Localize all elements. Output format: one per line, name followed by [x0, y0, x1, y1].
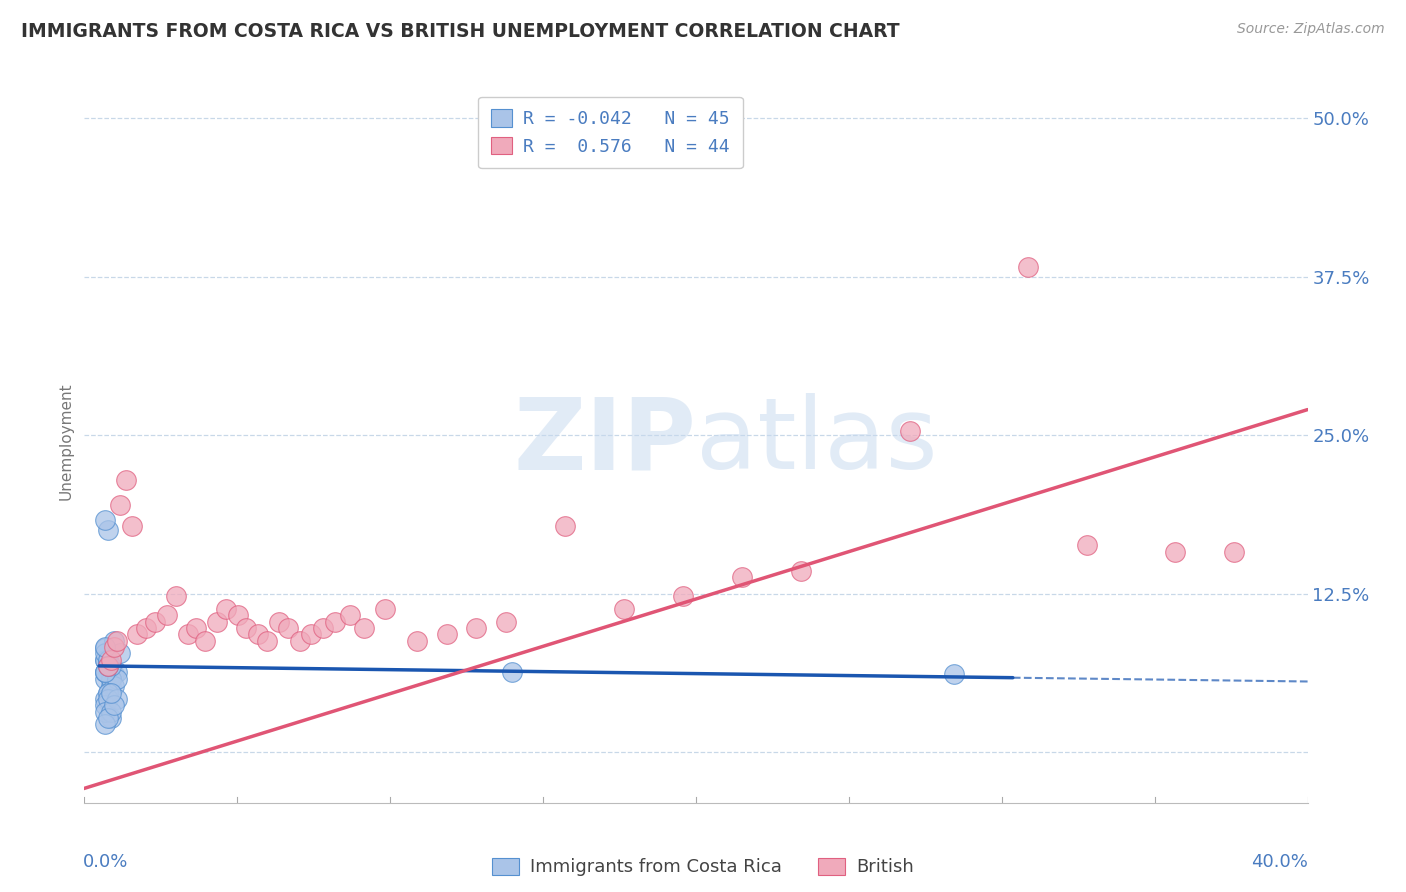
Point: [205, 615, 228, 629]
Point: [267, 615, 290, 629]
Point: [135, 621, 157, 635]
Point: [1164, 545, 1187, 559]
Point: [554, 519, 576, 533]
Point: [100, 705, 122, 719]
Text: IMMIGRANTS FROM COSTA RICA VS BRITISH UNEMPLOYMENT CORRELATION CHART: IMMIGRANTS FROM COSTA RICA VS BRITISH UN…: [21, 22, 900, 41]
Point: [97, 659, 120, 673]
Point: [103, 633, 125, 648]
Point: [97, 659, 120, 673]
Point: [100, 679, 122, 693]
Point: [406, 633, 429, 648]
Point: [105, 691, 128, 706]
Point: [100, 672, 122, 686]
Point: [97, 652, 120, 666]
Point: [94, 641, 117, 656]
Point: [436, 627, 458, 641]
Point: [1076, 539, 1098, 553]
Point: [898, 425, 921, 439]
Point: [97, 659, 120, 673]
Point: [114, 473, 136, 487]
Legend: R = -0.042   N = 45, R =  0.576   N = 44: R = -0.042 N = 45, R = 0.576 N = 44: [478, 96, 742, 169]
Point: [103, 679, 125, 693]
Point: [323, 615, 346, 629]
Point: [105, 633, 128, 648]
Point: [97, 691, 120, 706]
Point: [97, 659, 120, 673]
Point: [94, 698, 117, 713]
Point: [353, 621, 375, 635]
Point: [374, 602, 396, 616]
Point: [105, 672, 128, 686]
Point: [94, 652, 117, 666]
Point: [226, 608, 249, 623]
Point: [339, 608, 361, 623]
Point: [103, 666, 125, 681]
Point: [103, 640, 125, 654]
Point: [94, 646, 117, 660]
Point: [94, 705, 117, 719]
Point: [94, 717, 117, 731]
Point: [299, 627, 322, 641]
Point: [97, 659, 120, 673]
Point: [176, 627, 198, 641]
Point: [235, 621, 257, 635]
Point: [256, 633, 278, 648]
Point: [247, 627, 270, 641]
Point: [194, 633, 217, 648]
Text: Source: ZipAtlas.com: Source: ZipAtlas.com: [1237, 22, 1385, 37]
Point: [121, 519, 143, 533]
Text: 40.0%: 40.0%: [1251, 854, 1308, 871]
Point: [312, 621, 335, 635]
Point: [97, 711, 120, 725]
Point: [789, 564, 811, 578]
Point: [94, 513, 117, 527]
Point: [156, 608, 179, 623]
Point: [1017, 260, 1039, 274]
Point: [97, 659, 120, 673]
Point: [165, 589, 187, 603]
Point: [94, 665, 117, 680]
Point: [127, 627, 149, 641]
Point: [288, 633, 311, 648]
Point: [1223, 545, 1246, 559]
Point: [94, 665, 117, 680]
Point: [108, 498, 131, 512]
Point: [94, 672, 117, 686]
Text: atlas: atlas: [696, 393, 938, 490]
Point: [94, 665, 117, 680]
Point: [100, 672, 122, 686]
Point: [100, 672, 122, 686]
Point: [730, 570, 752, 584]
Point: [97, 685, 120, 699]
Point: [97, 652, 120, 666]
Text: ZIP: ZIP: [513, 393, 696, 490]
Point: [942, 666, 965, 681]
Point: [97, 652, 120, 666]
Point: [100, 711, 122, 725]
Text: 0.0%: 0.0%: [83, 854, 128, 871]
Point: [105, 665, 128, 680]
Point: [108, 646, 131, 660]
Point: [501, 665, 523, 680]
Point: [94, 640, 117, 654]
Point: [97, 685, 120, 699]
Point: [100, 652, 122, 666]
Point: [277, 621, 299, 635]
Point: [186, 621, 208, 635]
Point: [94, 691, 117, 706]
Point: [97, 523, 120, 537]
Point: [100, 659, 122, 673]
Point: [672, 589, 695, 603]
Point: [94, 652, 117, 666]
Point: [143, 615, 166, 629]
Point: [613, 602, 636, 616]
Legend: Immigrants from Costa Rica, British: Immigrants from Costa Rica, British: [485, 850, 921, 884]
Point: [103, 698, 125, 713]
Y-axis label: Unemployment: Unemployment: [58, 383, 73, 500]
Point: [495, 615, 517, 629]
Point: [100, 685, 122, 699]
Point: [465, 621, 488, 635]
Point: [215, 602, 238, 616]
